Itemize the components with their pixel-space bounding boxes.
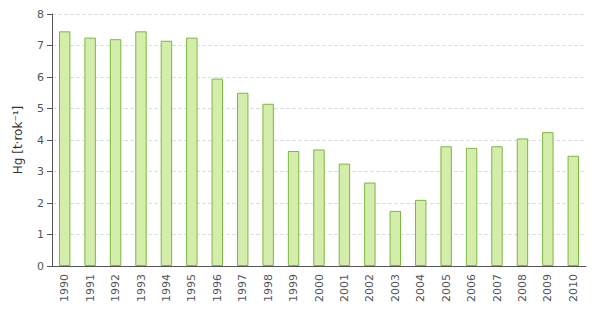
svg-text:2005: 2005 — [440, 274, 453, 302]
svg-text:2002: 2002 — [363, 274, 376, 302]
svg-text:2004: 2004 — [414, 274, 427, 302]
svg-text:0: 0 — [37, 260, 44, 273]
svg-text:7: 7 — [37, 39, 44, 52]
svg-text:Hg [t·rok⁻¹]: Hg [t·rok⁻¹] — [11, 106, 25, 174]
svg-text:1992: 1992 — [109, 274, 122, 302]
svg-text:1995: 1995 — [185, 274, 198, 302]
svg-text:1991: 1991 — [84, 274, 97, 302]
svg-text:2009: 2009 — [541, 274, 554, 302]
svg-text:1994: 1994 — [160, 274, 173, 302]
svg-text:2: 2 — [37, 197, 44, 210]
svg-text:1997: 1997 — [236, 274, 249, 302]
svg-text:1990: 1990 — [58, 274, 71, 302]
svg-text:2000: 2000 — [313, 274, 326, 302]
svg-text:4: 4 — [37, 134, 44, 147]
svg-text:2008: 2008 — [516, 274, 529, 302]
svg-text:1996: 1996 — [211, 274, 224, 302]
svg-text:1999: 1999 — [287, 274, 300, 302]
svg-text:2001: 2001 — [338, 274, 351, 302]
svg-text:2006: 2006 — [465, 274, 478, 302]
svg-text:5: 5 — [37, 102, 44, 115]
svg-text:2010: 2010 — [567, 274, 580, 302]
svg-text:1998: 1998 — [262, 274, 275, 302]
svg-text:8: 8 — [37, 8, 44, 21]
svg-text:6: 6 — [37, 71, 44, 84]
svg-text:1993: 1993 — [135, 274, 148, 302]
svg-text:3: 3 — [37, 165, 44, 178]
svg-text:2007: 2007 — [491, 274, 504, 302]
svg-text:2003: 2003 — [389, 274, 402, 302]
svg-text:1: 1 — [37, 228, 44, 241]
